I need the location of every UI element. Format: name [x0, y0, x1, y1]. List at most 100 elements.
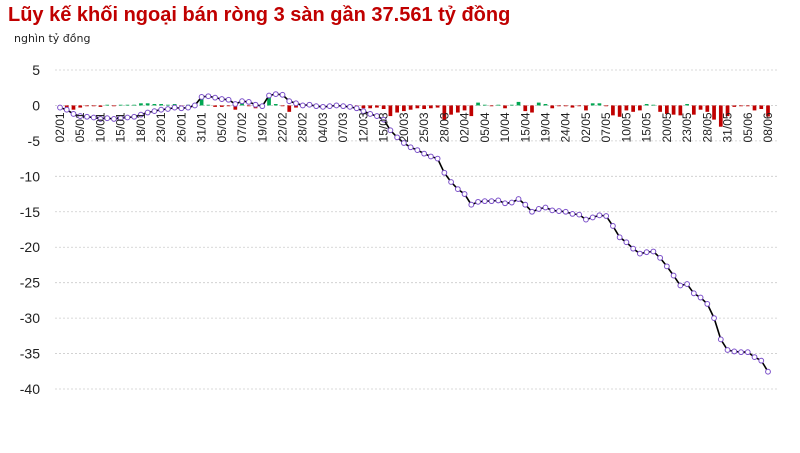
- cumulative-point: [542, 204, 549, 211]
- daily-net-bar: [206, 104, 211, 106]
- x-tick-label: 28/02: [296, 112, 310, 142]
- daily-net-bar: [435, 105, 440, 108]
- daily-net-bar: [112, 105, 116, 107]
- y-tick-label: -30: [20, 310, 40, 326]
- cumulative-point: [711, 315, 717, 322]
- cumulative-point: [765, 368, 771, 375]
- cumulative-point: [212, 94, 218, 101]
- cumulative-point: [293, 100, 299, 107]
- y-tick-label: -5: [28, 133, 41, 149]
- cumulative-point: [481, 198, 488, 205]
- x-tick-label: 26/01: [174, 112, 188, 142]
- daily-net-bar: [408, 105, 413, 110]
- daily-net-bar: [132, 104, 137, 106]
- daily-net-bar: [651, 104, 656, 106]
- daily-net-bar: [624, 105, 629, 111]
- cumulative-point: [286, 98, 293, 105]
- x-tick-label: 15/04: [518, 112, 532, 142]
- cumulative-point: [576, 211, 583, 218]
- cumulative-point: [603, 213, 610, 219]
- cumulative-point: [414, 147, 421, 154]
- daily-net-bar: [543, 104, 548, 106]
- daily-net-bar: [536, 102, 541, 106]
- daily-net-bar: [91, 105, 96, 107]
- daily-net-bar: [489, 105, 494, 107]
- daily-net-bar: [523, 105, 528, 112]
- cumulative-point: [70, 111, 77, 117]
- daily-net-bar: [698, 105, 703, 110]
- cumulative-point: [117, 115, 124, 122]
- cumulative-point: [232, 101, 239, 107]
- daily-net-bar: [631, 105, 635, 112]
- cumulative-point: [138, 111, 144, 118]
- cumulative-point: [434, 155, 441, 162]
- daily-net-bar: [550, 105, 555, 109]
- cumulative-point: [387, 127, 394, 134]
- x-tick-label: 05/01: [73, 112, 87, 142]
- cumulative-point: [347, 103, 353, 110]
- cumulative-point: [306, 101, 313, 108]
- cumulative-point: [488, 198, 495, 205]
- cumulative-point: [104, 115, 111, 122]
- daily-net-bar: [604, 105, 609, 107]
- daily-net-bar: [166, 104, 170, 106]
- cumulative-point: [623, 239, 630, 246]
- daily-net-bar: [557, 105, 561, 107]
- daily-net-bar: [617, 105, 622, 117]
- x-tick-label: 02/05: [579, 112, 593, 142]
- cumulative-point: [677, 282, 684, 289]
- daily-net-bar: [449, 105, 453, 115]
- cumulative-point: [690, 290, 697, 297]
- daily-net-bar: [469, 105, 474, 117]
- daily-net-bar: [361, 105, 366, 109]
- daily-net-bar: [658, 105, 662, 112]
- cumulative-point: [475, 198, 481, 205]
- cumulative-point: [380, 116, 387, 123]
- cumulative-point: [218, 96, 225, 102]
- daily-net-bar: [139, 103, 143, 106]
- cumulative-point: [84, 113, 90, 120]
- x-tick-label: 05/02: [215, 112, 229, 142]
- cumulative-point: [394, 134, 401, 141]
- cumulative-point: [744, 349, 751, 356]
- x-tick-label: 04/03: [316, 112, 330, 142]
- cumulative-point: [333, 102, 340, 109]
- cumulative-point: [502, 200, 508, 207]
- y-tick-label: -25: [20, 275, 40, 291]
- cumulative-point: [151, 108, 158, 115]
- daily-net-bar: [725, 105, 730, 117]
- daily-net-bar: [78, 105, 83, 108]
- daily-net-bar: [577, 105, 582, 107]
- cumulative-point: [663, 263, 670, 270]
- x-tick-label: 15/05: [640, 112, 654, 142]
- cumulative-point: [272, 91, 279, 98]
- daily-net-bar: [712, 105, 716, 120]
- daily-net-bar: [422, 105, 426, 109]
- cumulative-point: [717, 336, 724, 343]
- cumulative-point: [185, 104, 192, 111]
- daily-net-bar: [267, 94, 271, 106]
- daily-net-bar: [584, 105, 588, 111]
- cumulative-point: [751, 354, 758, 361]
- cumulative-point: [407, 144, 414, 151]
- cumulative-point: [360, 108, 367, 115]
- daily-net-bar: [597, 103, 602, 106]
- cumulative-point: [77, 113, 84, 119]
- cumulative-point: [421, 150, 428, 157]
- daily-net-bar: [226, 105, 231, 107]
- cumulative-point: [205, 93, 212, 100]
- cumulative-point: [367, 111, 374, 117]
- daily-net-bar: [638, 105, 642, 111]
- daily-net-bar: [233, 105, 238, 110]
- daily-net-bar: [219, 105, 224, 107]
- x-tick-label: 24/04: [559, 112, 573, 142]
- cumulative-point: [225, 96, 232, 103]
- daily-net-bar: [71, 105, 76, 110]
- daily-net-bar: [644, 104, 649, 106]
- cumulative-point: [97, 116, 104, 122]
- daily-net-bar: [678, 105, 683, 116]
- daily-net-bar: [442, 105, 447, 120]
- cumulative-point: [650, 248, 657, 255]
- cumulative-point: [562, 208, 569, 215]
